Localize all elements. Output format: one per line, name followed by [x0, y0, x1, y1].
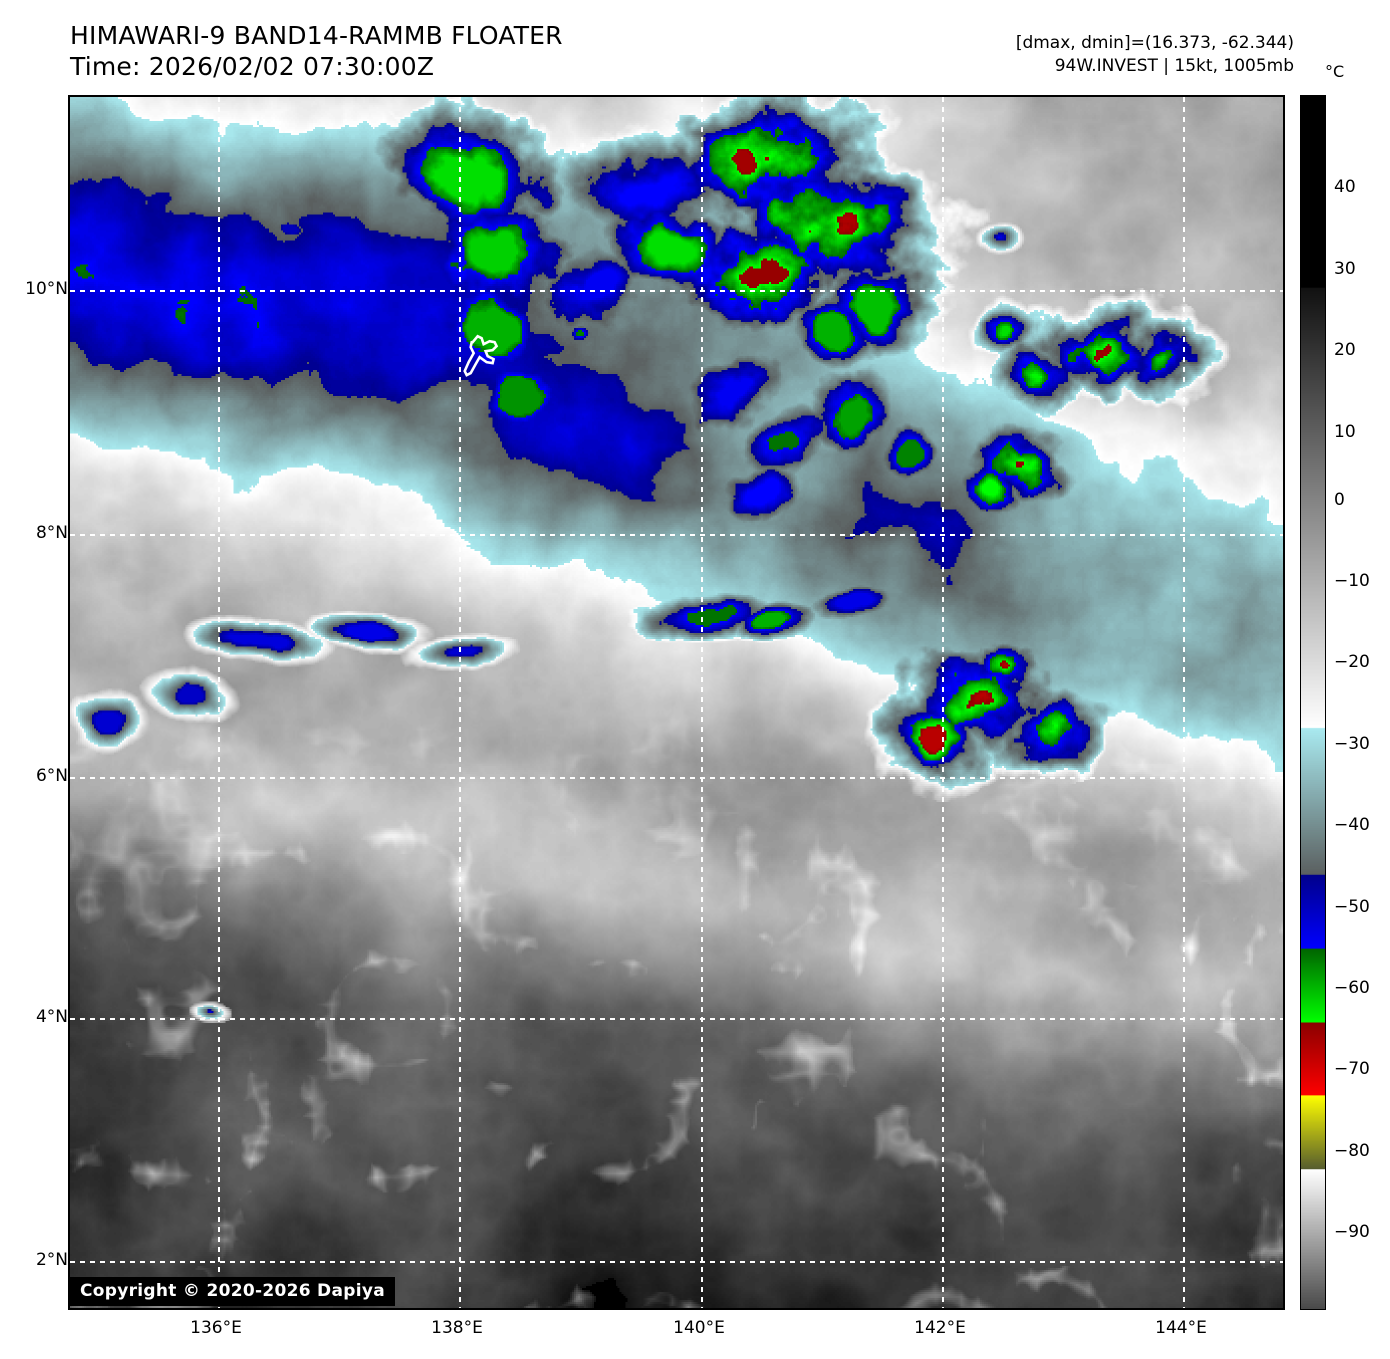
storm-info-label: 94W.INVEST | 15kt, 1005mb	[1054, 56, 1294, 76]
colorbar-tick-label: −50	[1334, 897, 1370, 917]
lon-tick-label: 136°E	[190, 1318, 242, 1338]
colorbar-unit-label: °C	[1325, 62, 1345, 81]
colorbar-tick-label: 40	[1334, 177, 1356, 197]
colorbar-tick-label: −20	[1334, 652, 1370, 672]
lat-tick-label: 2°N	[35, 1250, 68, 1270]
colorbar-tick-label: 30	[1334, 259, 1356, 279]
observation-time-label: Time: 2026/02/02 07:30:00Z	[70, 52, 435, 81]
colorbar-tick-label: −90	[1334, 1222, 1370, 1242]
copyright-watermark: Copyright © 2020-2026 Dapiya	[70, 1277, 395, 1306]
infrared-imagery-canvas	[70, 97, 1283, 1308]
lat-tick-label: 6°N	[35, 766, 68, 786]
colorbar-tick-label: −40	[1334, 815, 1370, 835]
colorbar-tick-label: −10	[1334, 571, 1370, 591]
colorbar-tick-label: −70	[1334, 1059, 1370, 1079]
temperature-colorbar[interactable]	[1300, 95, 1326, 1310]
dmax-dmin-label: [dmax, dmin]=(16.373, -62.344)	[1015, 33, 1294, 53]
lon-tick-label: 138°E	[431, 1318, 483, 1338]
colorbar-tick-label: 20	[1334, 340, 1356, 360]
lat-tick-label: 10°N	[25, 279, 68, 299]
colorbar-tick-label: 10	[1334, 422, 1356, 442]
lon-tick-label: 140°E	[673, 1318, 725, 1338]
page-title: HIMAWARI-9 BAND14-RAMMB FLOATER	[70, 21, 563, 50]
colorbar-tick-label: −30	[1334, 734, 1370, 754]
colorbar-tick-label: 0	[1334, 490, 1345, 510]
lon-tick-label: 144°E	[1155, 1318, 1207, 1338]
satellite-image-plot[interactable]	[68, 95, 1285, 1310]
lat-tick-label: 4°N	[35, 1007, 68, 1027]
lon-tick-label: 142°E	[914, 1318, 966, 1338]
lat-tick-label: 8°N	[35, 523, 68, 543]
colorbar-gradient	[1301, 96, 1325, 1309]
colorbar-tick-label: −60	[1334, 978, 1370, 998]
colorbar-tick-label: −80	[1334, 1141, 1370, 1161]
